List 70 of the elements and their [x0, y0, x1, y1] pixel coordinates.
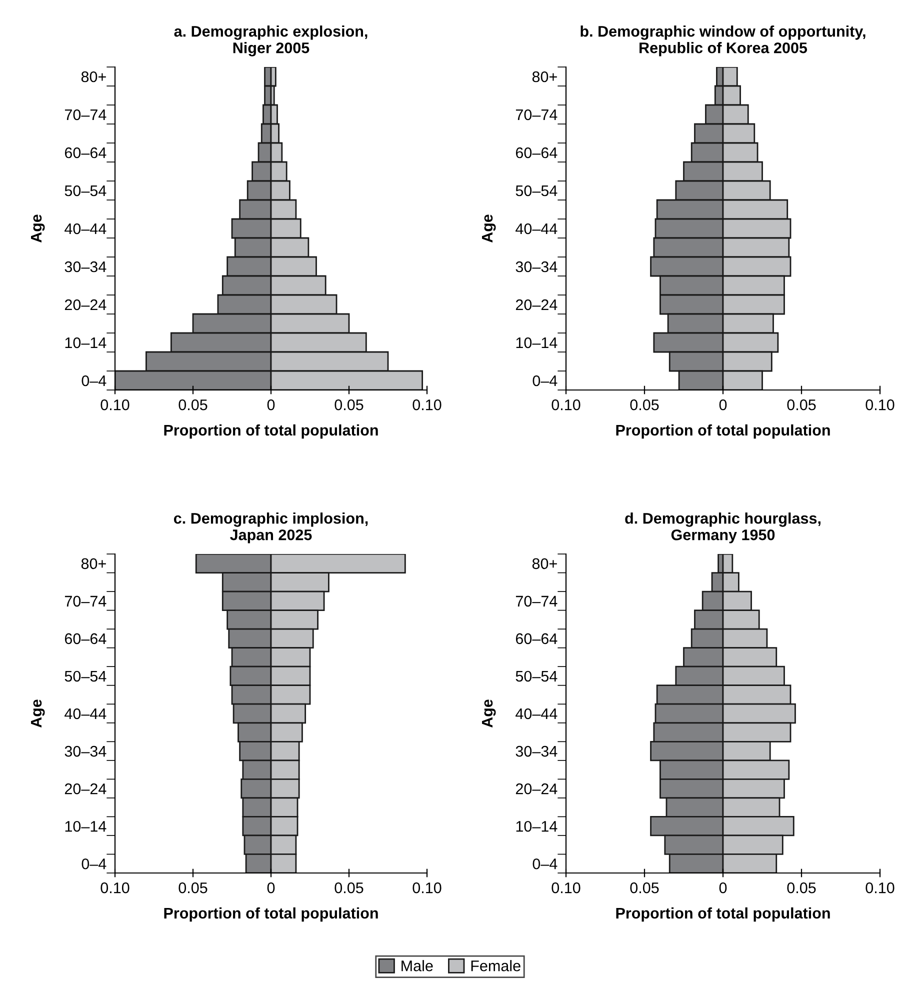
y-tick-label: 20–24 [64, 783, 106, 794]
y-tick-label: 60–64 [516, 633, 558, 644]
legend-label: Female [471, 960, 520, 972]
y-tick-label: 40–44 [64, 223, 106, 234]
x-tick-label: 0.05 [630, 882, 659, 894]
y-tick-label: 50–54 [64, 670, 106, 682]
x-tick-label: 0.10 [552, 882, 580, 894]
y-tick-label: 60–64 [64, 147, 106, 158]
y-tick-label: 70–74 [516, 596, 558, 607]
chart-title: d. Demographic hourglass, Germany 1950 [625, 512, 820, 544]
x-tick-label: 0 [267, 399, 275, 410]
y-tick-label: 30–34 [64, 261, 106, 272]
y-tick-label: 40–44 [516, 223, 558, 234]
chart-title: b. Demographic window of opportunity, Republic of Korea 2005 [580, 26, 866, 56]
y-axis-title: Age [30, 214, 45, 243]
y-tick-label: 30–34 [64, 746, 106, 757]
y-tick-label: 60–64 [64, 633, 106, 644]
x-tick-label: 0.10 [866, 399, 894, 410]
x-axis-title: Proportion of total population [164, 907, 378, 922]
x-axis-title: Proportion of total population [164, 424, 378, 439]
x-tick-label: 0.10 [866, 882, 894, 894]
y-tick-label: 30–34 [516, 746, 558, 757]
y-tick-label: 40–44 [64, 708, 106, 720]
y-tick-label: 10–14 [516, 820, 558, 832]
y-tick-label: 20–24 [516, 299, 558, 310]
y-tick-label: 70–74 [516, 109, 558, 120]
legend-label: Male [402, 960, 433, 972]
x-tick-label: 0.05 [787, 399, 816, 410]
x-tick-label: 0 [267, 882, 275, 894]
x-axis-title: Proportion of total population [616, 424, 830, 439]
chart-title: c. Demographic implosion, Japan 2025 [174, 512, 368, 544]
x-tick-label: 0.10 [100, 399, 130, 410]
y-axis-title: Age [30, 700, 45, 728]
x-tick-label: 0.05 [334, 882, 364, 894]
x-tick-label: 0.05 [178, 882, 208, 894]
y-tick-label: 0–4 [82, 375, 106, 386]
y-tick-label: 20–24 [64, 299, 106, 310]
chart-title: a. Demographic explosion, Niger 2005 [174, 26, 368, 56]
y-tick-label: 0–4 [532, 375, 558, 386]
y-tick-label: 60–64 [516, 147, 558, 158]
x-tick-label: 0.10 [412, 399, 442, 410]
y-tick-label: 70–74 [64, 596, 106, 607]
y-tick-label: 50–54 [516, 185, 558, 196]
y-tick-label: 30–34 [516, 261, 558, 272]
y-tick-label: 40–44 [516, 708, 558, 720]
y-tick-label: 0–4 [532, 858, 558, 870]
x-tick-label: 0.05 [178, 399, 208, 410]
y-tick-label: 10–14 [516, 337, 558, 348]
x-tick-label: 0.05 [334, 399, 364, 410]
y-tick-label: 0–4 [82, 858, 106, 870]
y-axis-title: Age [482, 700, 496, 728]
y-axis-title: Age [482, 214, 496, 243]
y-tick-label: 50–54 [516, 670, 558, 682]
y-tick-label: 20–24 [516, 783, 558, 794]
x-tick-label: 0.05 [787, 882, 816, 894]
y-tick-label: 80+ [532, 71, 557, 82]
x-tick-label: 0.10 [412, 882, 442, 894]
x-tick-label: 0.05 [630, 399, 659, 410]
x-tick-label: 0.10 [552, 399, 580, 410]
x-tick-label: 0 [719, 399, 727, 410]
y-tick-label: 70–74 [64, 109, 106, 120]
y-tick-label: 10–14 [65, 337, 106, 348]
y-tick-label: 80+ [532, 558, 557, 570]
y-tick-label: 50–54 [64, 185, 106, 196]
y-tick-label: 80+ [81, 558, 106, 570]
x-axis-title: Proportion of total population [616, 907, 830, 922]
y-tick-label: 80+ [81, 71, 106, 82]
x-tick-label: 0.10 [100, 882, 130, 894]
x-tick-label: 0 [719, 882, 727, 894]
y-tick-label: 10–14 [65, 820, 106, 832]
